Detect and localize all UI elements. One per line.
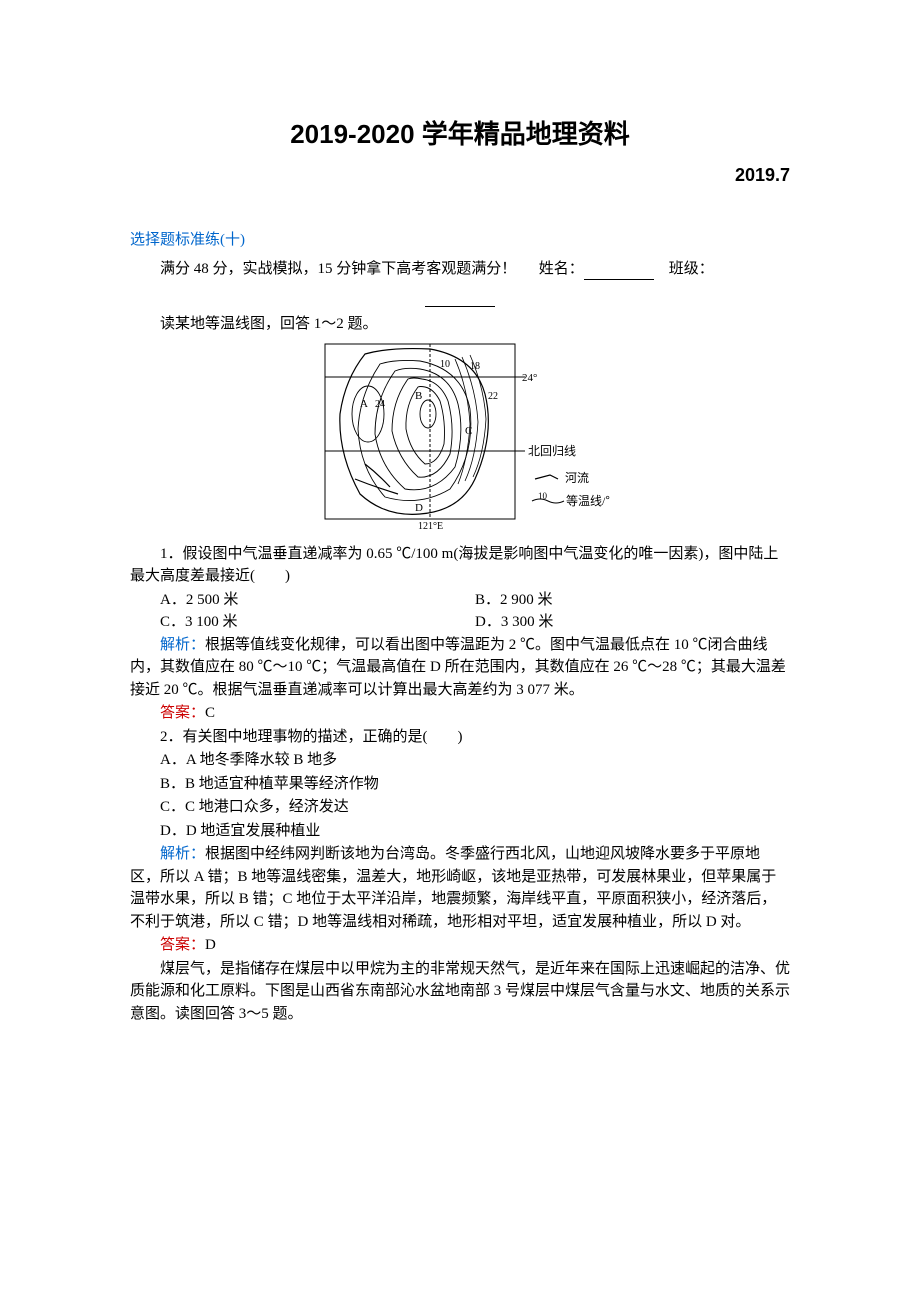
q2-jiexi: 解析：根据图中经纬网判断该地为台湾岛。冬季盛行西北风，山地迎风坡降水要多于平原地… <box>130 843 790 933</box>
page-date: 2019.7 <box>130 162 790 189</box>
q1-optB[interactable]: B．2 900 米 <box>475 589 790 612</box>
figure-1-map: A 24 B C D 10 18 22 24° 北回归线 河流 10 等温线/℃… <box>310 339 610 529</box>
q1-options-row2: C．3 100 米 D．3 300 米 <box>130 611 790 634</box>
q2-optB[interactable]: B．B 地适宜种植苹果等经济作物 <box>130 773 790 796</box>
q2-optC[interactable]: C．C 地港口众多，经济发达 <box>130 796 790 819</box>
q1-optD[interactable]: D．3 300 米 <box>475 611 790 634</box>
label-D: D <box>415 502 423 514</box>
label-C: C <box>465 425 472 437</box>
label-tropic: 北回归线 <box>528 444 576 458</box>
q1-daan: 答案：C <box>130 702 790 725</box>
section-title: 选择题标准练(十) <box>130 229 790 252</box>
class-blank[interactable] <box>425 306 495 307</box>
label-lat24: 24° <box>522 372 537 384</box>
label-t10: 10 <box>440 359 450 370</box>
q1-jiexi-text: 根据等值线变化规律，可以看出图中等温距为 2 ℃。图中气温最低点在 10 ℃闭合… <box>130 637 786 698</box>
q2-daan-val: D <box>205 937 216 953</box>
jiexi-label: 解析： <box>160 846 205 862</box>
figure-1-wrap: A 24 B C D 10 18 22 24° 北回归线 河流 10 等温线/℃… <box>130 339 790 537</box>
q1-optA[interactable]: A．2 500 米 <box>160 589 475 612</box>
q1-stem: 1．假设图中气温垂直递减率为 0.65 ℃/100 m(海拔是影响图中气温变化的… <box>130 543 790 588</box>
q2-optA[interactable]: A．A 地冬季降水较 B 地多 <box>130 749 790 772</box>
q1-options-row1: A．2 500 米 B．2 900 米 <box>130 589 790 612</box>
page-title: 2019-2020 学年精品地理资料 <box>130 115 790 154</box>
instruction-line: 满分 48 分，实战模拟，15 分钟拿下高考客观题满分！ 姓名： 班级： <box>130 258 790 281</box>
name-blank[interactable] <box>584 279 654 280</box>
q2-optD[interactable]: D．D 地适宜发展种植业 <box>130 820 790 843</box>
label-t18: 18 <box>470 361 480 372</box>
label-lon: 121°E <box>418 521 443 529</box>
instruction-text: 满分 48 分，实战模拟，15 分钟拿下高考客观题满分！ <box>160 261 516 277</box>
daan-label: 答案： <box>160 937 205 953</box>
class-blank-line <box>130 284 790 307</box>
intro-1: 读某地等温线图，回答 1～2 题。 <box>130 313 790 336</box>
intro-2: 煤层气，是指储存在煤层中以甲烷为主的非常规天然气，是近年来在国际上迅速崛起的洁净… <box>130 958 790 1026</box>
q1-jiexi: 解析：根据等值线变化规律，可以看出图中等温距为 2 ℃。图中气温最低点在 10 … <box>130 634 790 702</box>
q1-daan-val: C <box>205 705 215 721</box>
label-B: B <box>415 390 422 402</box>
q2-stem: 2．有关图中地理事物的描述，正确的是( ) <box>130 726 790 749</box>
class-label: 班级： <box>669 261 714 277</box>
q1-optC[interactable]: C．3 100 米 <box>160 611 475 634</box>
label-t24: 24 <box>375 399 385 410</box>
label-t22: 22 <box>488 391 498 402</box>
q2-daan: 答案：D <box>130 934 790 957</box>
legend-10: 10 <box>538 491 548 501</box>
legend-isotherm: 等温线/℃ <box>566 494 610 508</box>
q2-jiexi-text: 根据图中经纬网判断该地为台湾岛。冬季盛行西北风，山地迎风坡降水要多于平原地区，所… <box>130 846 776 930</box>
name-label: 姓名： <box>539 261 584 277</box>
label-A: A <box>360 398 368 410</box>
daan-label: 答案： <box>160 705 205 721</box>
jiexi-label: 解析： <box>160 637 205 653</box>
legend-river: 河流 <box>565 471 589 485</box>
